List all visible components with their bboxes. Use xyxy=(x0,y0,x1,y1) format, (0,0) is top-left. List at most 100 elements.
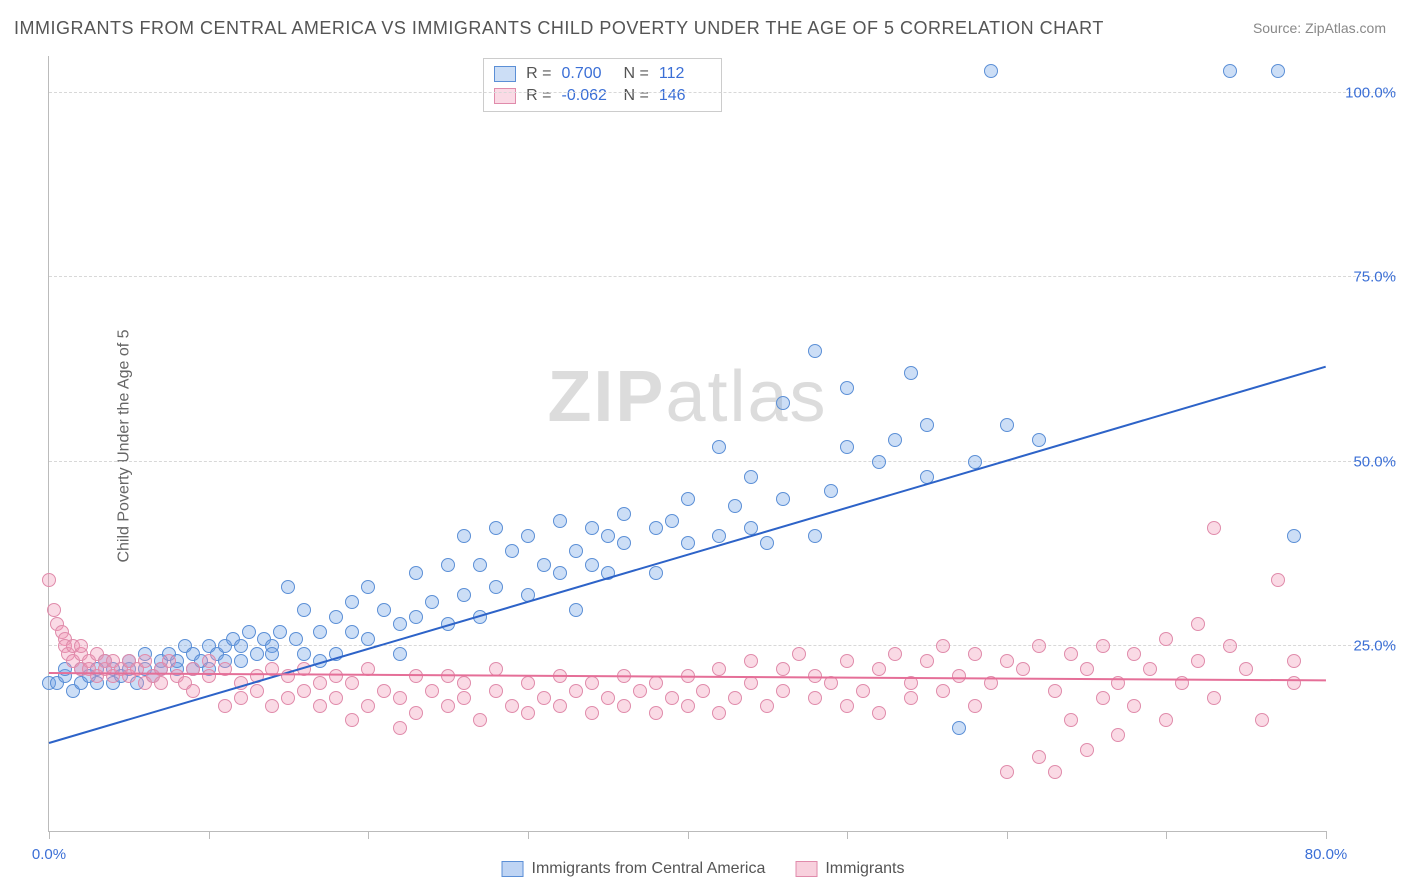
scatter-point xyxy=(441,558,455,572)
scatter-point xyxy=(1032,750,1046,764)
scatter-point xyxy=(840,654,854,668)
scatter-point xyxy=(681,492,695,506)
scatter-point xyxy=(537,558,551,572)
stat-r-value: 0.700 xyxy=(562,65,614,83)
scatter-point xyxy=(1287,654,1301,668)
scatter-point xyxy=(760,536,774,550)
scatter-point xyxy=(47,603,61,617)
scatter-point xyxy=(569,603,583,617)
legend-swatch xyxy=(502,861,524,877)
scatter-point xyxy=(585,706,599,720)
scatter-point xyxy=(1016,662,1030,676)
xtick xyxy=(368,831,369,839)
scatter-point xyxy=(441,699,455,713)
scatter-point xyxy=(521,706,535,720)
xtick xyxy=(688,831,689,839)
scatter-point xyxy=(1191,654,1205,668)
scatter-point xyxy=(1287,529,1301,543)
scatter-point xyxy=(712,529,726,543)
scatter-point xyxy=(377,603,391,617)
bottom-legend: Immigrants from Central AmericaImmigrant… xyxy=(502,860,905,878)
scatter-point xyxy=(505,544,519,558)
scatter-point xyxy=(760,699,774,713)
scatter-point xyxy=(409,610,423,624)
scatter-point xyxy=(297,647,311,661)
scatter-point xyxy=(617,536,631,550)
scatter-point xyxy=(473,558,487,572)
scatter-point xyxy=(649,566,663,580)
xtick xyxy=(1007,831,1008,839)
scatter-point xyxy=(1096,691,1110,705)
scatter-point xyxy=(1159,632,1173,646)
scatter-point xyxy=(345,595,359,609)
scatter-point xyxy=(1080,743,1094,757)
scatter-point xyxy=(617,507,631,521)
scatter-point xyxy=(696,684,710,698)
scatter-point xyxy=(681,699,695,713)
scatter-point xyxy=(473,713,487,727)
scatter-point xyxy=(505,699,519,713)
scatter-point xyxy=(936,684,950,698)
scatter-point xyxy=(393,721,407,735)
scatter-point xyxy=(824,484,838,498)
scatter-point xyxy=(744,470,758,484)
stats-row: R =0.700N =112 xyxy=(494,63,711,85)
scatter-point xyxy=(1064,647,1078,661)
ytick-label: 75.0% xyxy=(1336,269,1396,286)
scatter-point xyxy=(569,544,583,558)
scatter-point xyxy=(345,676,359,690)
scatter-point xyxy=(904,366,918,380)
scatter-point xyxy=(393,647,407,661)
scatter-point xyxy=(840,381,854,395)
scatter-point xyxy=(569,684,583,698)
scatter-point xyxy=(1207,691,1221,705)
scatter-point xyxy=(281,691,295,705)
scatter-point xyxy=(281,580,295,594)
scatter-point xyxy=(361,699,375,713)
scatter-point xyxy=(984,64,998,78)
stat-n-label: N = xyxy=(624,65,649,83)
scatter-point xyxy=(393,691,407,705)
legend-item: Immigrants xyxy=(795,860,904,878)
scatter-point xyxy=(840,440,854,454)
xtick xyxy=(847,831,848,839)
xtick xyxy=(528,831,529,839)
scatter-point xyxy=(250,684,264,698)
scatter-point xyxy=(840,699,854,713)
xtick xyxy=(1326,831,1327,839)
scatter-point xyxy=(1096,639,1110,653)
scatter-point xyxy=(1000,654,1014,668)
scatter-point xyxy=(313,699,327,713)
scatter-point xyxy=(681,536,695,550)
scatter-point xyxy=(776,662,790,676)
scatter-point xyxy=(265,699,279,713)
scatter-point xyxy=(329,691,343,705)
scatter-point xyxy=(457,529,471,543)
scatter-point xyxy=(1159,713,1173,727)
scatter-point xyxy=(808,691,822,705)
scatter-point xyxy=(186,684,200,698)
xtick xyxy=(209,831,210,839)
scatter-point xyxy=(776,684,790,698)
xtick xyxy=(49,831,50,839)
series-swatch xyxy=(494,66,516,82)
scatter-point xyxy=(345,625,359,639)
scatter-point xyxy=(1111,728,1125,742)
scatter-point xyxy=(585,521,599,535)
series-swatch xyxy=(494,88,516,104)
scatter-point xyxy=(1064,713,1078,727)
scatter-point xyxy=(968,647,982,661)
scatter-point xyxy=(1207,521,1221,535)
scatter-point xyxy=(888,647,902,661)
correlation-chart: IMMIGRANTS FROM CENTRAL AMERICA VS IMMIG… xyxy=(0,0,1406,892)
scatter-point xyxy=(920,418,934,432)
scatter-point xyxy=(345,713,359,727)
scatter-point xyxy=(952,721,966,735)
scatter-point xyxy=(329,669,343,683)
scatter-point xyxy=(712,440,726,454)
scatter-point xyxy=(234,639,248,653)
legend-label: Immigrants xyxy=(825,860,904,878)
scatter-point xyxy=(744,654,758,668)
scatter-point xyxy=(665,691,679,705)
scatter-point xyxy=(1223,639,1237,653)
